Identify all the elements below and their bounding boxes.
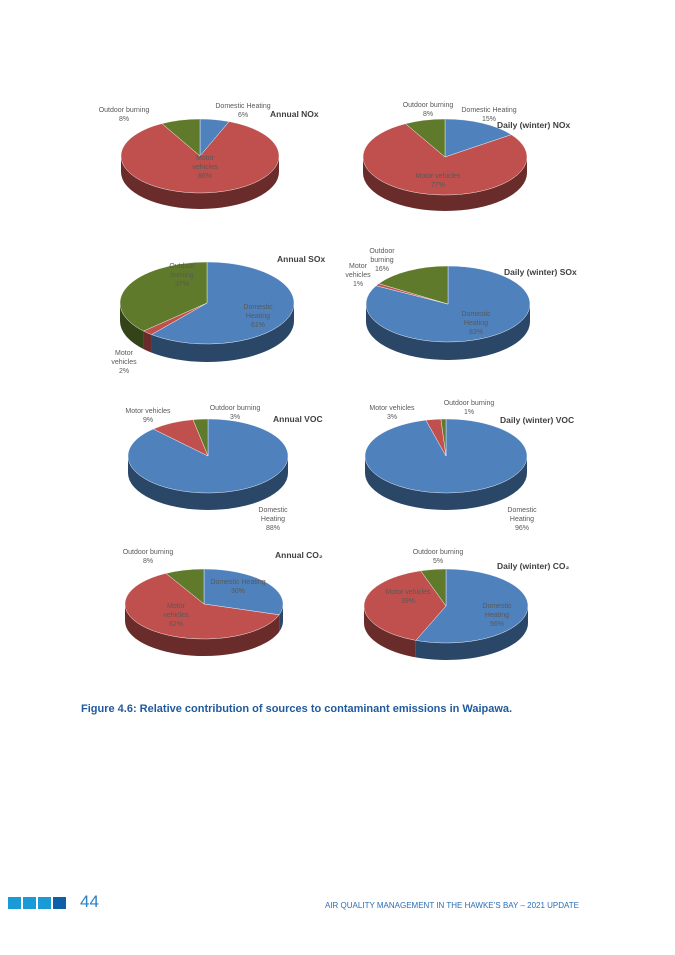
pie-slice: [120, 121, 280, 194]
data-label: Motor vehicles 39%: [385, 589, 431, 605]
data-label: Domestic Heating 96%: [507, 507, 537, 532]
pie-slice-side: [121, 156, 279, 209]
footer-squares: [8, 897, 66, 909]
pie-slice-side: [125, 604, 280, 656]
pie-slice: [362, 123, 528, 196]
chart-title: Daily (winter) CO₂: [497, 561, 569, 571]
chart-title: Annual SOx: [277, 254, 325, 264]
data-label: Motor vehicles 9%: [125, 408, 171, 424]
pie-slice: [405, 118, 446, 158]
data-label: Motor vehicles 3%: [369, 405, 415, 421]
pie-slice-side: [365, 456, 527, 510]
chart-title: Annual NOx: [270, 109, 319, 119]
pie-side-walls: [366, 304, 530, 360]
chart-title: Annual VOC: [273, 414, 323, 424]
pie-slice-side: [363, 157, 527, 211]
chart-title: Daily (winter) NOx: [497, 120, 570, 130]
data-label: Outdoor burning 8%: [99, 107, 150, 123]
data-label: Outdoor burning 37%: [169, 263, 195, 288]
data-label: Motor vehicles 86%: [192, 155, 218, 180]
data-label: Domestic Heating 30%: [210, 579, 265, 595]
pie-slice-side: [364, 606, 416, 658]
pie-side-walls: [364, 606, 528, 660]
pie-slice: [124, 573, 280, 640]
pie-slice: [440, 418, 447, 457]
pie-chart: Daily (winter) SOx Domestic Heating 83% Moto…: [345, 248, 577, 360]
data-label: Motor vehicles 77%: [415, 173, 461, 189]
footer-square: [38, 897, 51, 909]
pie-slice: [119, 261, 208, 332]
pie-slice: [192, 418, 209, 457]
pie-chart: Daily (winter) CO₂ Domestic Heating 56% Moto…: [363, 549, 569, 660]
pie-slice: [378, 265, 449, 305]
pie-slice: [420, 568, 447, 607]
pie-side-walls: [121, 156, 279, 209]
data-label: Domestic Heating 6%: [215, 103, 270, 119]
pie-slice: [161, 118, 201, 157]
pie-side-walls: [363, 157, 527, 211]
data-label: Outdoor burning 5%: [413, 549, 464, 565]
data-label: Outdoor burning 8%: [403, 102, 454, 118]
pie-chart: Annual VOC Domestic Heating 88% Motor vehicl…: [125, 405, 322, 532]
footer-square: [8, 897, 21, 909]
pie-side-walls: [120, 303, 294, 362]
footer-square: [23, 897, 36, 909]
pie-side-walls: [125, 604, 283, 656]
data-label: Outdoor burning 16%: [369, 248, 395, 273]
data-label: Motor vehicles 62%: [163, 603, 189, 628]
pie-side-walls: [128, 456, 288, 510]
pie-chart: Annual SOx Domestic Heating 61% Motor vehicle…: [111, 254, 325, 375]
pie-slice: [165, 568, 205, 605]
pie-slice: [415, 568, 529, 644]
pie-slice-side: [120, 303, 144, 350]
pie-slice-side: [151, 303, 294, 362]
pie-slice: [151, 261, 295, 345]
pie-slice-side: [415, 606, 528, 660]
pie-slice-side: [143, 331, 152, 353]
chart-title: Annual CO₂: [275, 550, 323, 560]
page-number: 44: [80, 892, 99, 911]
data-label: Domestic Heating 15%: [461, 107, 516, 123]
pie-slice-side: [366, 304, 530, 360]
data-label: Domestic Heating 61%: [243, 304, 273, 329]
pie-chart: Annual CO₂ Domestic Heating 30% Motor vehicl…: [123, 549, 323, 656]
pie-slice-side: [279, 604, 283, 632]
data-label: Motor vehicles 1%: [345, 263, 371, 288]
data-label: Domestic Heating 83%: [461, 311, 491, 336]
chart-title: Daily (winter) SOx: [504, 267, 577, 277]
pie-slice: [203, 568, 284, 616]
figure-caption: Figure 4.6: Relative contribution of sou…: [81, 703, 513, 715]
data-label: Domestic Heating 56%: [482, 603, 512, 628]
data-label: Outdoor burning 1%: [444, 400, 495, 416]
data-label: Outdoor burning 3%: [210, 405, 261, 421]
pie-slice-side: [128, 456, 288, 510]
data-label: Outdoor burning 8%: [123, 549, 174, 565]
footer-square: [53, 897, 66, 909]
pie-slice: [363, 570, 447, 641]
data-label: Motor vehicles 2%: [111, 350, 137, 375]
pie-slice: [444, 118, 512, 158]
pie-chart: Daily (winter) VOC Domestic Heating 96% Moto…: [364, 400, 574, 532]
chart-title: Daily (winter) VOC: [500, 415, 574, 425]
data-label: Domestic Heating 88%: [258, 507, 288, 532]
document-title: AIR QUALITY MANAGEMENT IN THE HAWKE’S BA…: [325, 901, 579, 910]
pie-side-walls: [365, 456, 527, 510]
